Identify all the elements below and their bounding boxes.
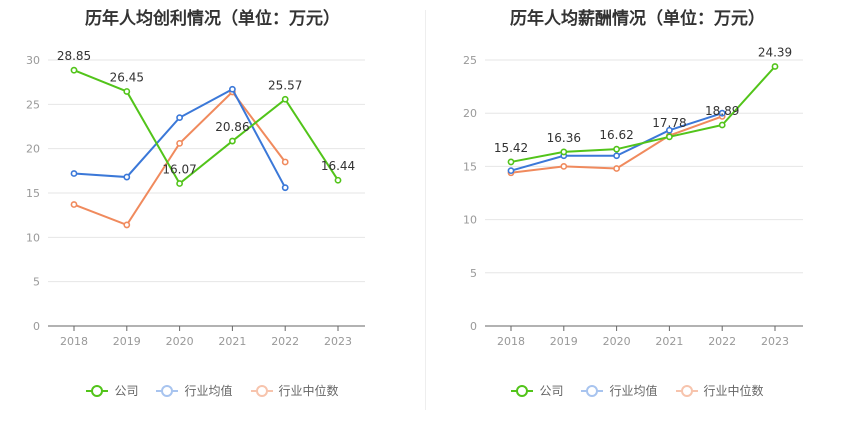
data-label: 16.07 <box>162 163 196 177</box>
legend-company-swatch <box>511 384 534 397</box>
data-point-company <box>771 63 779 70</box>
data-point-avg <box>123 173 131 181</box>
legend-item-median[interactable]: 行业中位数 <box>250 382 339 399</box>
data-point-company <box>176 180 183 187</box>
data-label: 16.62 <box>599 128 633 142</box>
legend-company-swatch <box>86 384 109 397</box>
data-point-company <box>613 145 620 153</box>
legend-label: 公司 <box>539 384 564 398</box>
chart-title: 历年人均薪酬情况（单位：万元） <box>510 9 765 29</box>
data-point-avg <box>665 126 673 134</box>
y-tick-label: 25 <box>26 98 40 111</box>
legend-median-swatch <box>675 384 698 397</box>
y-tick-label: 25 <box>463 54 477 67</box>
salary-line-chart: 0 5 10 15 20 25 2018 2019 2020 2021 2022 2023 15.42 1… <box>463 45 803 348</box>
x-tick-label: 2022 <box>271 335 299 348</box>
data-point-avg <box>613 152 620 160</box>
y-tick-label: 5 <box>470 267 477 280</box>
x-tick-label: 2019 <box>550 335 578 348</box>
data-point-avg <box>228 85 236 93</box>
y-tick-label: 0 <box>470 320 477 333</box>
data-point-company <box>718 121 726 129</box>
data-label: 15.42 <box>494 141 528 155</box>
data-point-median <box>613 165 620 172</box>
y-tick-label: 10 <box>463 214 477 227</box>
x-tick-label: 2020 <box>603 335 631 348</box>
legend-label: 行业中位数 <box>703 384 764 398</box>
x-tick-label: 2023 <box>761 335 789 348</box>
data-label: 17.78 <box>652 116 686 130</box>
panel-divider <box>425 10 426 410</box>
y-tick-label: 15 <box>463 160 477 173</box>
data-point-median <box>281 158 289 166</box>
data-point-median <box>176 139 183 147</box>
x-tick-label: 2019 <box>113 335 141 348</box>
legend-item-company[interactable]: 公司 <box>511 382 563 399</box>
x-tick-label: 2023 <box>324 335 352 348</box>
chart-panel-salary: 历年人均薪酬情况（单位：万元） 0 5 10 15 20 25 2018 2019 2020 20… <box>425 0 850 437</box>
data-label: 26.45 <box>110 70 144 84</box>
series-line-median <box>73 90 286 227</box>
data-point-company <box>665 133 673 141</box>
data-label: 20.86 <box>215 120 249 134</box>
chart-panel-profit: 历年人均创利情况（单位：万元） 0 5 10 15 20 25 30 2018 2019 2020… <box>0 9 425 399</box>
x-tick-label: 2021 <box>218 335 246 348</box>
profit-line-chart: 0 5 10 15 20 25 30 2018 2019 2020 2021 2022 2023 28.8… <box>26 49 365 348</box>
data-point-company <box>507 158 515 166</box>
legend-item-company[interactable]: 公司 <box>86 382 138 399</box>
legend-median-swatch <box>250 384 273 397</box>
y-tick-label: 30 <box>26 54 40 67</box>
y-tick-label: 10 <box>26 231 40 244</box>
data-point-company <box>228 137 236 145</box>
data-point-company <box>334 176 342 184</box>
legend-item-avg[interactable]: 行业均值 <box>581 382 658 399</box>
legend-label: 行业均值 <box>609 384 658 398</box>
series-line-company <box>73 69 339 186</box>
series-line-company <box>510 65 776 163</box>
data-label: 16.44 <box>321 159 355 173</box>
data-point-company <box>560 148 568 156</box>
data-point-median <box>560 162 568 170</box>
legend-label: 行业中位数 <box>278 384 339 398</box>
data-label: 28.85 <box>57 49 91 63</box>
x-tick-label: 2022 <box>708 335 736 348</box>
legend-item-avg[interactable]: 行业均值 <box>156 382 233 399</box>
series-line-median <box>510 115 723 174</box>
data-point-avg <box>70 170 78 177</box>
y-tick-label: 20 <box>463 107 477 120</box>
data-point-company <box>123 88 131 95</box>
data-label: 16.36 <box>547 131 581 145</box>
legend-label: 公司 <box>114 384 139 398</box>
y-tick-label: 20 <box>26 143 40 156</box>
data-point-company <box>70 66 78 74</box>
data-point-avg <box>281 184 289 192</box>
data-point-company <box>281 95 289 103</box>
legend: 公司 行业均值 行业中位数 <box>0 382 425 399</box>
y-tick-label: 15 <box>26 187 40 200</box>
data-point-avg <box>507 167 515 175</box>
y-tick-label: 0 <box>33 320 40 333</box>
data-point-avg <box>176 114 183 122</box>
legend-avg-swatch <box>581 384 604 397</box>
x-tick-label: 2018 <box>60 335 88 348</box>
data-point-median <box>70 201 78 208</box>
legend-item-median[interactable]: 行业中位数 <box>675 382 764 399</box>
chart-title: 历年人均创利情况（单位：万元） <box>85 9 340 29</box>
legend-label: 行业均值 <box>184 384 233 398</box>
legend-avg-swatch <box>156 384 179 397</box>
data-label: 24.39 <box>758 45 792 59</box>
y-tick-label: 5 <box>33 276 40 289</box>
x-tick-label: 2018 <box>497 335 525 348</box>
data-label: 25.57 <box>268 78 302 92</box>
data-label: 18.89 <box>705 104 739 118</box>
legend: 公司 行业均值 行业中位数 <box>425 382 850 399</box>
data-point-avg <box>718 109 726 117</box>
x-tick-label: 2020 <box>166 335 194 348</box>
data-point-median <box>123 221 131 229</box>
x-tick-label: 2021 <box>655 335 683 348</box>
